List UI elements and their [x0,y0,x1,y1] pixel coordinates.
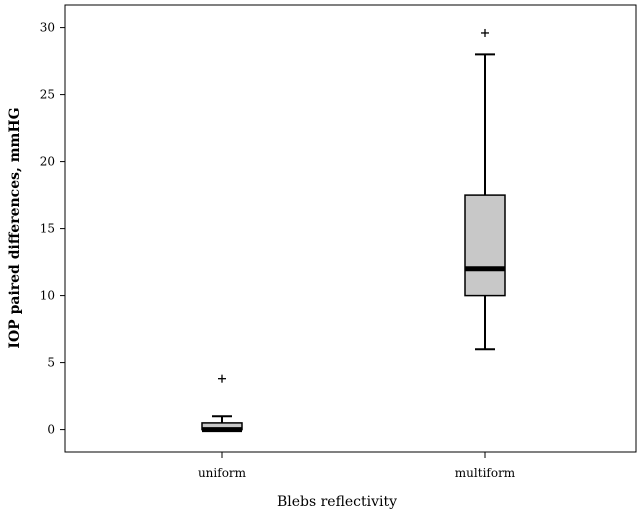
y-tick-label: 20 [40,155,55,169]
x-axis-title: Blebs reflectivity [277,494,397,510]
x-axis: uniform multiform [198,452,516,480]
y-tick-label: 5 [47,356,55,370]
y-tick-label: 10 [40,289,55,303]
y-axis-title: IOP paired differences, mmHG [7,107,23,348]
y-tick-label: 0 [47,423,55,437]
plot-frame [64,4,637,453]
x-tick-label-multiform: multiform [455,466,516,480]
y-tick-label: 15 [40,222,55,236]
x-tick-label-uniform: uniform [198,466,247,480]
box-multiform [464,28,506,351]
boxes-layer [201,28,506,433]
box-uniform [201,374,243,433]
y-tick-label: 30 [40,21,55,35]
y-axis: 0 5 10 15 20 25 30 [40,21,65,437]
iqr-box [464,194,506,297]
y-tick-label: 25 [40,88,55,102]
